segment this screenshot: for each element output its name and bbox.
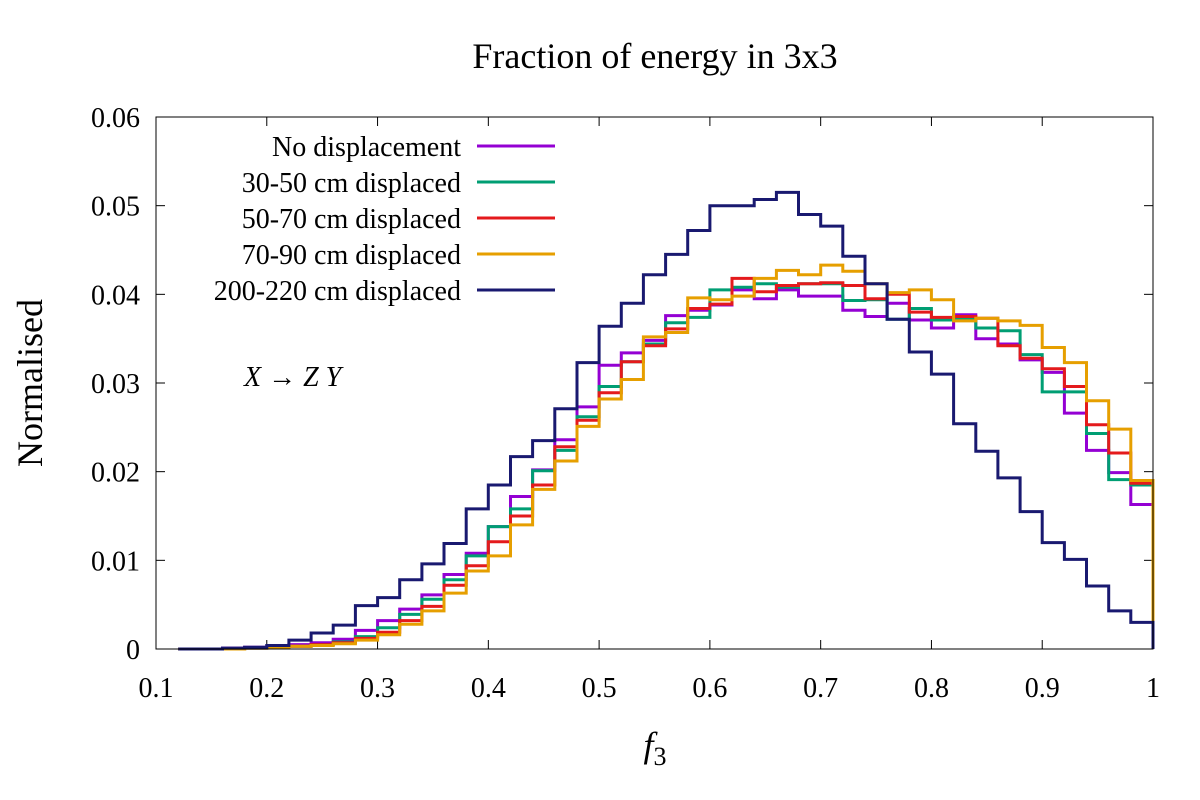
plot-frame [155, 116, 1154, 650]
y-tick-label: 0.01 [91, 546, 140, 577]
x-tick-label: 0.3 [360, 673, 395, 704]
decay-annotation: X → Z Y [243, 362, 345, 393]
y-tick-label: 0.04 [91, 280, 140, 311]
series-line-3 [178, 263, 1155, 651]
legend-label-3: 70-90 cm displaced [242, 240, 461, 271]
x-axis-label-sub: 3 [654, 742, 667, 771]
x-tick-label: 0.9 [1025, 673, 1060, 704]
x-tick-label: 0.1 [139, 673, 174, 704]
y-tick-label: 0.05 [91, 192, 140, 223]
x-tick-label: 1 [1146, 673, 1160, 704]
series-line-4 [178, 190, 1155, 651]
x-tick-label: 0.4 [471, 673, 506, 704]
legend-label-1: 30-50 cm displaced [242, 168, 461, 199]
y-tick-label: 0 [126, 635, 140, 666]
axis-ticks: 0.1 0.2 0.3 0.4 0.5 0.6 0.7 0.8 0.9 1 0 0.01 0.02 0.0… [91, 103, 1160, 704]
legend-label-4: 200-220 cm displaced [214, 276, 461, 307]
y-axis-label: Normalised [10, 299, 50, 467]
x-axis-label: f3 [643, 725, 666, 771]
legend: No displacement 30-50 cm displaced 50-70 c… [214, 132, 555, 307]
legend-label-0: No displacement [272, 132, 461, 163]
series-group [178, 190, 1155, 651]
x-tick-label: 0.7 [803, 673, 838, 704]
y-tick-label: 0.06 [91, 103, 140, 134]
x-tick-label: 0.2 [249, 673, 284, 704]
legend-label-2: 50-70 cm displaced [242, 204, 461, 235]
chart-title: Fraction of energy in 3x3 [472, 36, 837, 76]
x-tick-label: 0.8 [914, 673, 949, 704]
y-tick-label: 0.03 [91, 369, 140, 400]
y-tick-label: 0.02 [91, 458, 140, 489]
x-tick-label: 0.5 [582, 673, 617, 704]
x-tick-label: 0.6 [692, 673, 727, 704]
